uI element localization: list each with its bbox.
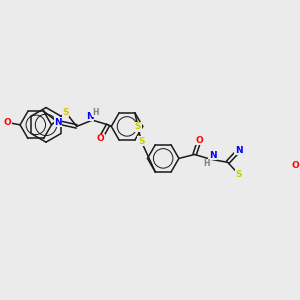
Text: N: N [209, 151, 217, 160]
Text: S: S [236, 169, 242, 178]
Text: O: O [4, 118, 11, 127]
Text: H: H [92, 108, 99, 117]
Text: S: S [135, 122, 141, 131]
Text: N: N [235, 146, 242, 155]
Text: N: N [54, 118, 62, 127]
Text: H: H [203, 159, 210, 168]
Text: O: O [196, 136, 203, 145]
Text: N: N [86, 112, 94, 121]
Text: O: O [96, 134, 104, 143]
Text: S: S [62, 108, 69, 117]
Text: O: O [291, 161, 299, 170]
Text: S: S [138, 136, 144, 146]
